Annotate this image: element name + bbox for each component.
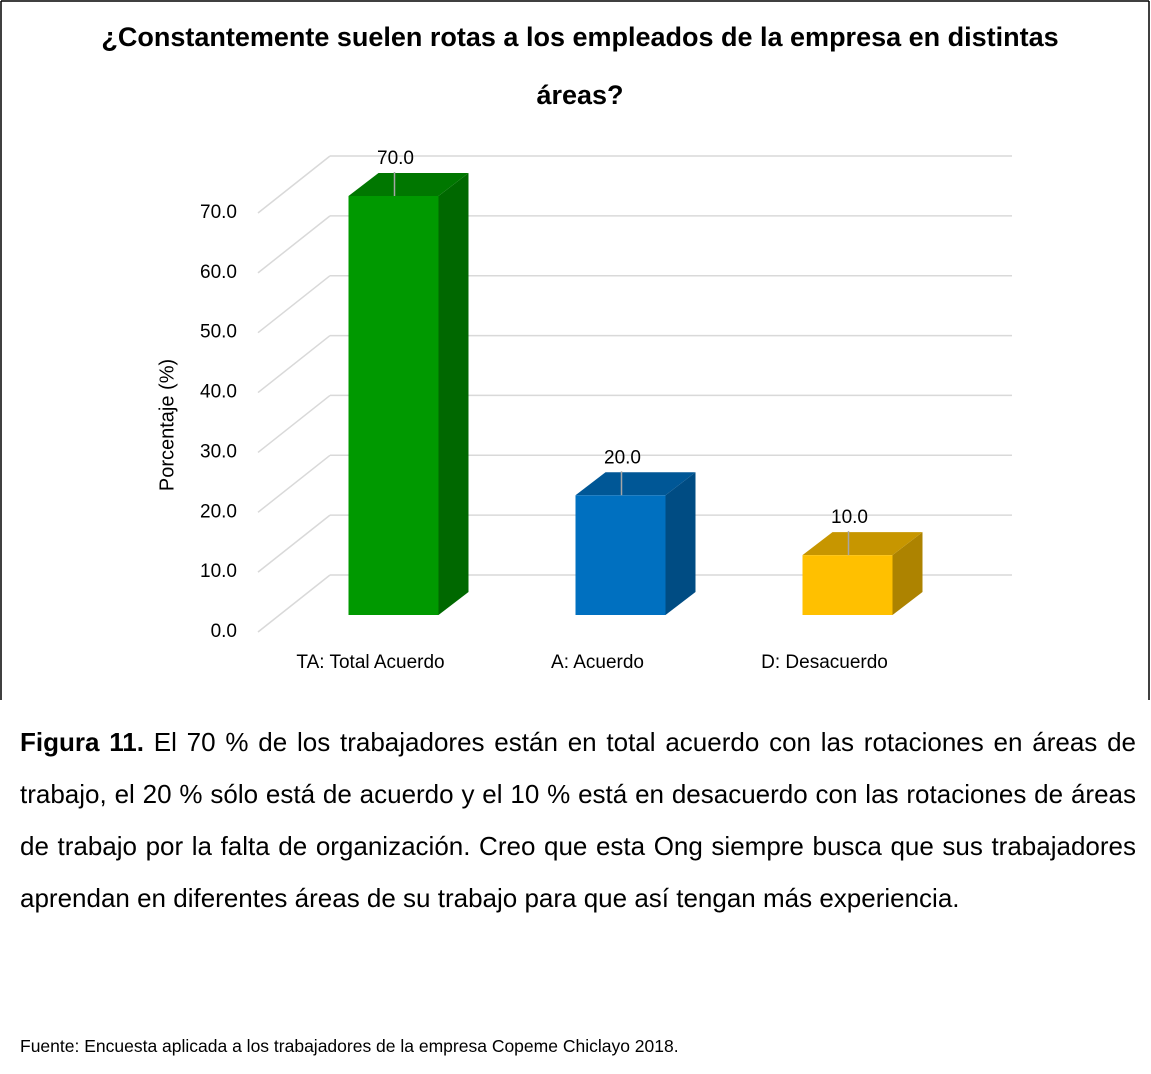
bar <box>348 196 439 615</box>
y-tick-label: 70.0 <box>200 202 237 223</box>
y-tick-label: 20.0 <box>200 501 237 522</box>
grid-line <box>257 334 331 394</box>
value-label: 10.0 <box>831 507 868 528</box>
y-tick-label: 50.0 <box>200 322 237 343</box>
chart-title: ¿Constantemente suelen rotas a los emple… <box>101 22 1059 110</box>
grid-line <box>257 514 331 573</box>
grid-line <box>257 574 331 633</box>
bar-side <box>438 173 469 615</box>
grid-line <box>257 215 331 274</box>
x-tick-label: D: Desacuerdo <box>761 652 888 673</box>
y-axis-label: Porcentaje (%) <box>156 359 178 491</box>
title-box: ¿Constantemente suelen rotas a los emple… <box>101 22 1059 110</box>
value-label: 70.0 <box>377 148 414 169</box>
chart: ¿Constantemente suelen rotas a los emple… <box>0 0 1150 700</box>
source: Fuente: Encuesta aplicada a los trabajad… <box>20 1036 679 1056</box>
bar <box>575 495 666 615</box>
bar <box>802 555 893 615</box>
grid-line <box>257 275 331 334</box>
bar-top <box>348 173 469 196</box>
caption-label: Figura 11. <box>20 727 144 757</box>
grid-line <box>257 454 331 513</box>
bar-top <box>575 472 696 496</box>
value-label: 20.0 <box>604 447 641 468</box>
grid-line <box>257 394 331 454</box>
caption-text: El 70 % de los trabajadores están en tot… <box>20 727 1136 913</box>
caption: Figura 11. El 70 % de los trabajadores e… <box>20 716 1136 924</box>
x-tick-label: TA: Total Acuerdo <box>296 652 444 673</box>
bar-side <box>892 532 923 615</box>
y-tick-label: 60.0 <box>200 262 237 283</box>
bar-top <box>802 532 923 556</box>
y-tick-label: 30.0 <box>200 441 237 462</box>
grid-line <box>257 155 331 214</box>
x-tick-label: A: Acuerdo <box>551 652 644 673</box>
y-tick-label: 0.0 <box>211 621 237 642</box>
bar-side <box>665 472 696 615</box>
y-tick-label: 40.0 <box>200 382 237 403</box>
y-tick-label: 10.0 <box>200 561 237 582</box>
